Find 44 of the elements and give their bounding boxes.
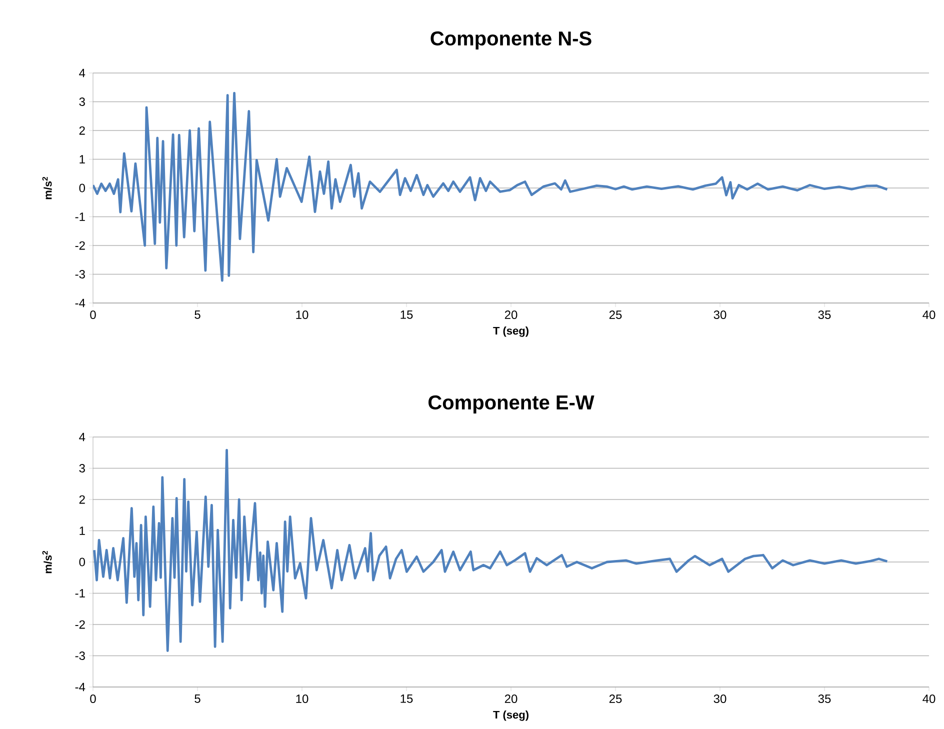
x-axis-title: T (seg)	[493, 326, 528, 337]
x-tick-label: 30	[714, 310, 726, 320]
y-tick-label: -2	[75, 241, 85, 250]
x-tick-label: 35	[818, 310, 831, 320]
x-tick-label: 40	[922, 694, 936, 704]
x-tick-label: 0	[90, 310, 96, 320]
x-tick-label: 15	[400, 310, 413, 319]
line-series	[93, 92, 888, 282]
x-tick-label: 10	[296, 694, 308, 704]
y-tick-label: -3	[75, 652, 85, 660]
y-tick-label: 2	[79, 126, 85, 135]
x-tick-label: 0	[90, 694, 96, 704]
x-tick-label: 10	[296, 310, 308, 320]
y-tick-label: -3	[75, 270, 85, 278]
y-tick-label: 0	[79, 184, 86, 192]
x-axis-title: T (seg)	[493, 710, 528, 721]
x-tick-label: 40	[922, 310, 936, 320]
y-tick-label: -1	[75, 589, 85, 598]
y-axis-title: m/s$^{2}$	[42, 176, 52, 200]
y-tick-label: 1	[80, 526, 85, 535]
x-tick-label: 5	[194, 694, 200, 703]
chart-title: Componente N-S	[430, 31, 592, 50]
y-tick-label: 3	[79, 98, 85, 106]
y-tick-label: 2	[79, 495, 85, 504]
y-tick-label: 3	[79, 464, 85, 472]
chart-title: Componente E-W	[428, 395, 594, 414]
y-tick-label: -2	[75, 620, 85, 629]
x-tick-label: 20	[504, 694, 518, 704]
y-tick-label: -4	[75, 682, 86, 692]
x-tick-label: 35	[818, 694, 831, 704]
y-tick-label: -4	[75, 298, 86, 308]
y-tick-label: 4	[79, 432, 86, 442]
y-axis-title: m/s$^{2}$	[42, 550, 52, 574]
x-tick-label: 25	[609, 310, 622, 320]
y-tick-label: 4	[79, 68, 86, 78]
x-tick-label: 25	[609, 694, 622, 704]
x-tick-label: 15	[400, 694, 413, 703]
y-tick-label: 0	[79, 558, 86, 566]
y-tick-label: 1	[80, 155, 85, 164]
line-series	[93, 448, 888, 652]
y-tick-label: -1	[75, 212, 85, 221]
x-tick-label: 30	[714, 694, 726, 704]
x-tick-label: 20	[504, 310, 518, 320]
x-tick-label: 5	[194, 310, 200, 319]
